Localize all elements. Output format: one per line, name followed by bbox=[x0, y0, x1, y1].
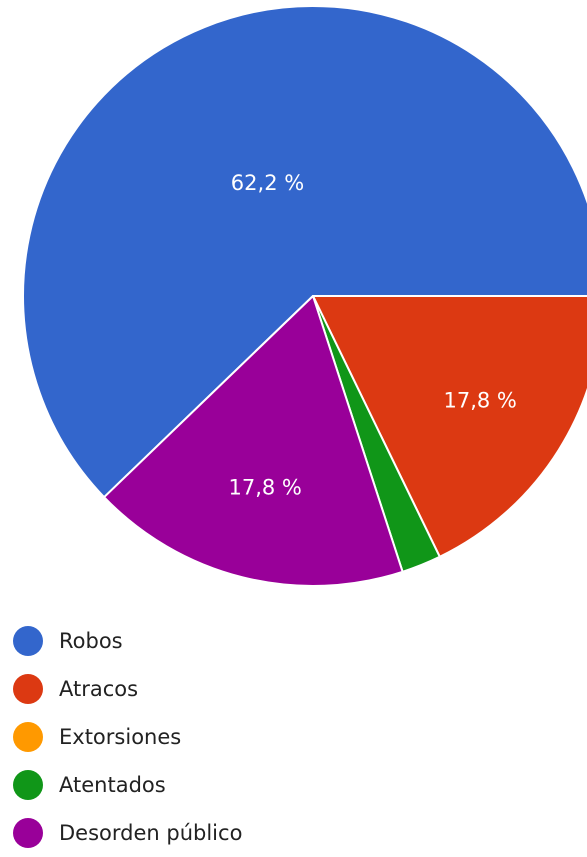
legend-item: Robos bbox=[13, 617, 242, 665]
pie-chart: 62,2 % 17,8 % 17,8 % bbox=[22, 5, 587, 587]
legend-label: Robos bbox=[59, 629, 123, 653]
legend-label: Desorden público bbox=[59, 821, 243, 845]
legend-swatch bbox=[13, 626, 43, 656]
pie-slice-robos bbox=[22, 5, 587, 499]
chart-legend: Robos Atracos Extorsiones Atentados Desorden… bbox=[13, 617, 242, 857]
legend-swatch bbox=[13, 818, 43, 848]
pie-slice-atracos bbox=[312, 295, 587, 558]
slice-label-atracos: 17,8 % bbox=[444, 389, 517, 413]
legend-label: Atentados bbox=[59, 773, 166, 797]
legend-item: Atentados bbox=[13, 761, 242, 809]
legend-swatch bbox=[13, 722, 43, 752]
legend-item: Atracos bbox=[13, 665, 242, 713]
slice-label-desorden-público: 17,8 % bbox=[229, 475, 302, 499]
pie-slice-desorden-público bbox=[103, 295, 404, 587]
legend-label: Atracos bbox=[59, 677, 139, 701]
slice-labels: 62,2 % 17,8 % 17,8 % bbox=[229, 171, 517, 499]
legend-swatch bbox=[13, 674, 43, 704]
legend-label: Extorsiones bbox=[59, 725, 182, 749]
legend-swatch bbox=[13, 770, 43, 800]
legend-item: Extorsiones bbox=[13, 713, 242, 761]
legend-item: Desorden público bbox=[13, 809, 242, 857]
pie-slices bbox=[22, 5, 587, 587]
slice-label-robos: 62,2 % bbox=[231, 171, 304, 195]
